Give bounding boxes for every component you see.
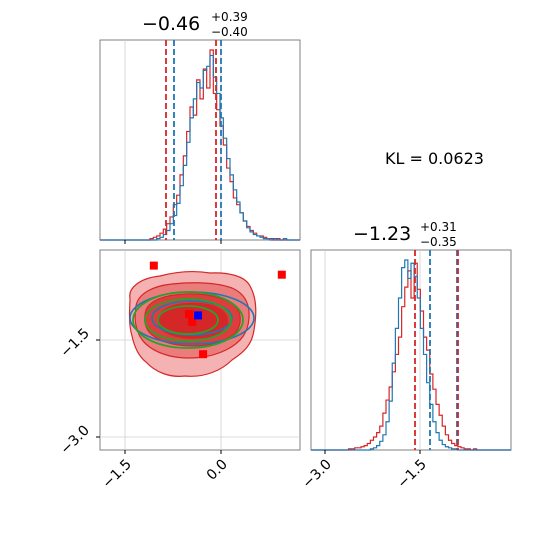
joint-ylabel-0: −1.5 — [57, 326, 92, 361]
hist1-title-minus: −0.40 — [211, 25, 248, 39]
hist2-title: −1.23 — [353, 223, 411, 245]
marker-red — [199, 350, 208, 359]
hist-panel-param2 — [310, 249, 512, 454]
joint-contour-blue-inner — [151, 300, 233, 336]
joint-contour-green-outer — [132, 291, 244, 349]
joint-xlabel-1: 0.0 — [204, 457, 231, 484]
hist1-blue-series — [100, 54, 300, 241]
joint-ylabel-1: −3.0 — [57, 423, 92, 458]
marker-red — [149, 261, 158, 270]
marker-red — [185, 310, 193, 319]
joint-contour-green-inner — [157, 305, 219, 335]
hist2-blue-series — [311, 259, 511, 451]
hist2-xlabel-0: −3.0 — [299, 457, 334, 492]
hist2-title-plus: +0.31 — [420, 220, 457, 234]
hist2-title-minus: −0.35 — [420, 235, 457, 249]
hist1-title: −0.46 — [142, 13, 200, 35]
marker-red — [188, 317, 197, 326]
marker-blue — [194, 311, 202, 320]
joint-panel — [96, 249, 301, 454]
joint-xlabel-0: −1.5 — [99, 457, 134, 492]
marker-red — [277, 270, 286, 279]
joint-markers — [149, 261, 286, 359]
joint-contour-green-mid — [144, 298, 232, 342]
hist1-title-plus: +0.39 — [211, 10, 248, 24]
hist2-red-series — [311, 262, 511, 451]
kl-annotation: KL = 0.0623 — [385, 149, 484, 168]
hist-panel-param1 — [99, 39, 301, 244]
hist2-xlabel-1: −1.5 — [394, 457, 429, 492]
